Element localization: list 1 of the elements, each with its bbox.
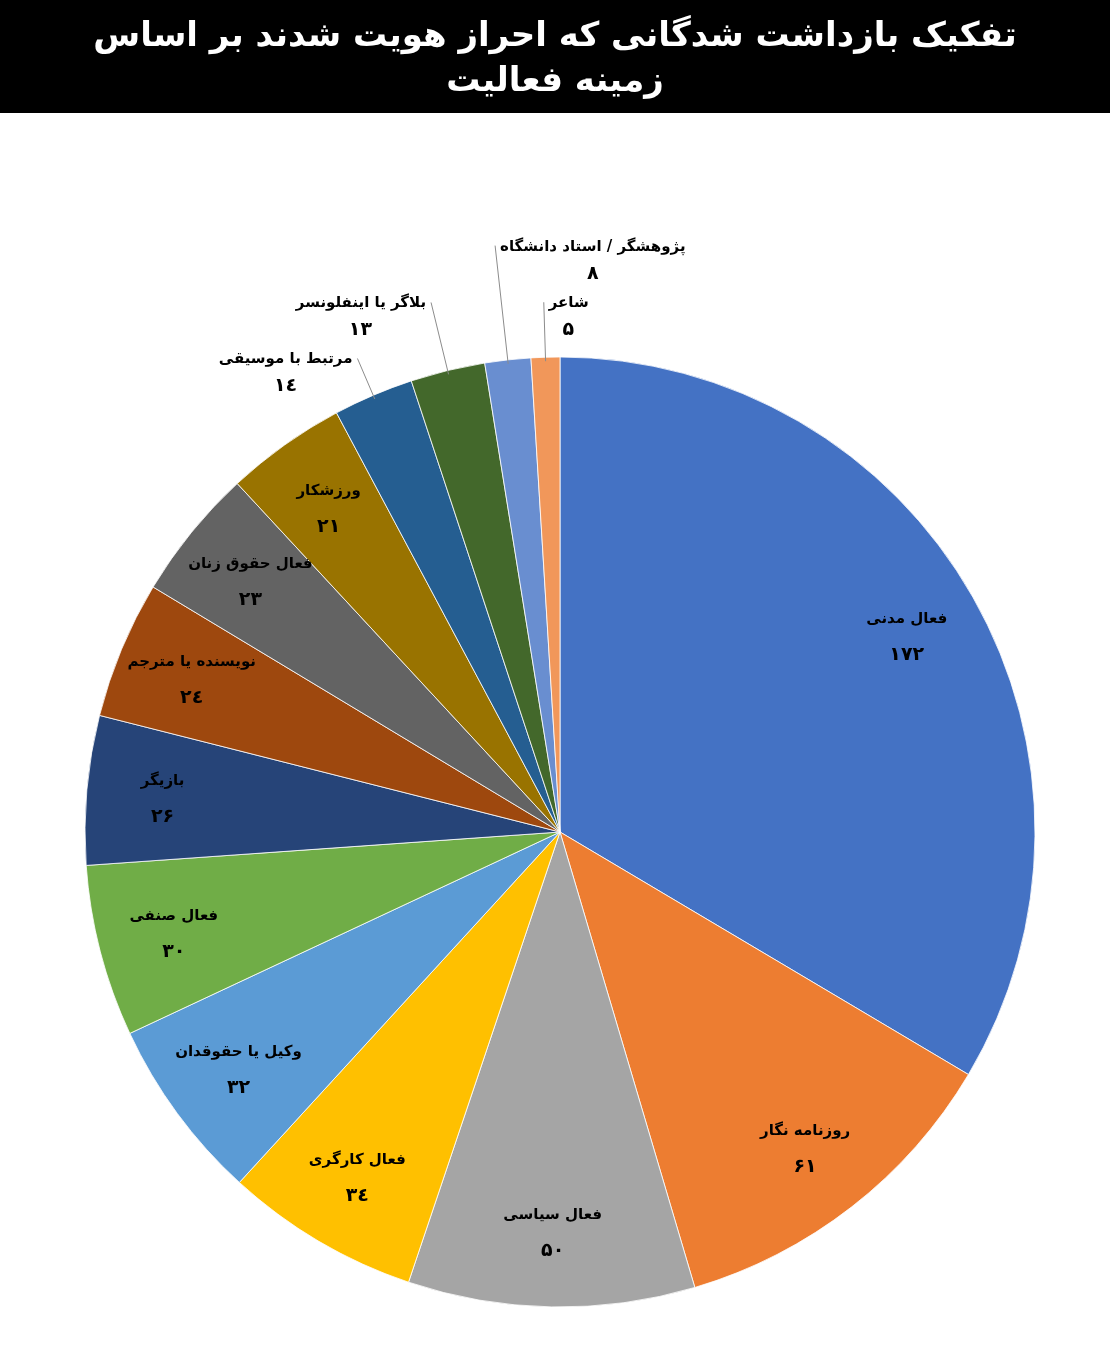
chart-title: تفکیک بازداشت شدگانی که احراز هویت شدند بر اساس زمینه فعالیت xyxy=(92,13,1018,101)
